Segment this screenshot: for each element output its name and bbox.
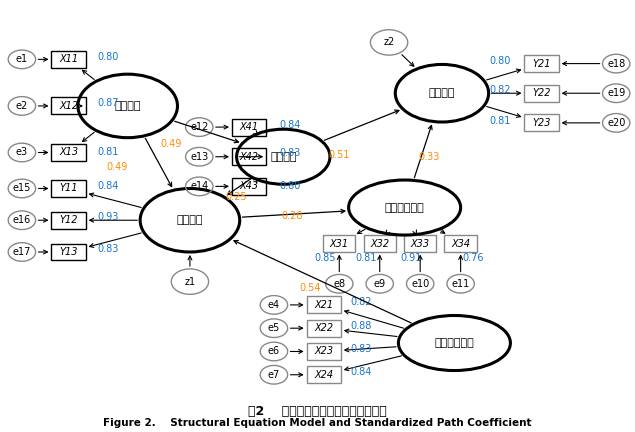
Bar: [444, 235, 477, 251]
Bar: [51, 180, 86, 197]
Bar: [364, 235, 396, 251]
Text: X24: X24: [314, 370, 333, 380]
Text: 主观行为规范: 主观行为规范: [434, 338, 474, 348]
Text: 0.85: 0.85: [315, 253, 337, 264]
Text: e5: e5: [268, 323, 280, 333]
Text: Y13: Y13: [59, 247, 78, 257]
Text: 0.25: 0.25: [226, 192, 248, 202]
Text: e7: e7: [268, 370, 280, 380]
Bar: [232, 178, 266, 195]
Text: 0.83: 0.83: [351, 344, 371, 354]
Text: e4: e4: [268, 300, 280, 310]
Bar: [307, 343, 341, 360]
Text: z2: z2: [384, 38, 395, 48]
Text: Y23: Y23: [532, 118, 551, 128]
Text: 0.76: 0.76: [462, 253, 484, 264]
Text: 0.83: 0.83: [279, 148, 301, 159]
Text: 0.93: 0.93: [97, 212, 119, 222]
Text: 0.82: 0.82: [351, 297, 372, 307]
Text: Y22: Y22: [532, 88, 551, 98]
Text: 情感体验: 情感体验: [270, 152, 297, 162]
Text: 0.91: 0.91: [400, 253, 422, 264]
Text: 0.49: 0.49: [107, 162, 128, 172]
Text: 0.54: 0.54: [299, 283, 321, 293]
Text: e18: e18: [607, 59, 625, 69]
Text: 0.28: 0.28: [282, 211, 304, 221]
Text: X34: X34: [451, 238, 470, 248]
Text: X21: X21: [314, 300, 333, 310]
Text: e13: e13: [190, 152, 208, 162]
Text: X33: X33: [411, 238, 430, 248]
Bar: [51, 212, 86, 229]
Text: Figure 2.    Structural Equation Model and Standardized Path Coefficient: Figure 2. Structural Equation Model and …: [104, 419, 531, 429]
Text: e11: e11: [451, 279, 470, 289]
Text: e9: e9: [373, 279, 386, 289]
Text: e12: e12: [190, 122, 208, 132]
Text: 0.80: 0.80: [97, 52, 119, 62]
Text: X42: X42: [239, 152, 258, 162]
Text: 0.87: 0.87: [97, 98, 119, 108]
Text: 0.84: 0.84: [279, 120, 301, 130]
Text: e14: e14: [190, 181, 208, 191]
Text: X32: X32: [370, 238, 389, 248]
Text: Y21: Y21: [532, 59, 551, 69]
Bar: [51, 51, 86, 68]
Text: 0.80: 0.80: [489, 56, 511, 66]
Text: e20: e20: [607, 118, 625, 128]
Text: 知觉行为控制: 知觉行为控制: [385, 203, 424, 213]
Text: 0.84: 0.84: [351, 367, 371, 377]
Text: e15: e15: [13, 184, 31, 194]
Bar: [323, 235, 356, 251]
Text: e19: e19: [607, 88, 625, 98]
Text: 0.84: 0.84: [97, 181, 119, 191]
Bar: [525, 85, 559, 102]
Bar: [232, 119, 266, 136]
Text: 0.83: 0.83: [97, 244, 119, 254]
Text: X41: X41: [239, 122, 258, 132]
Text: 0.49: 0.49: [161, 139, 182, 149]
Text: Y11: Y11: [59, 184, 78, 194]
Text: 0.81: 0.81: [489, 116, 511, 126]
Text: 参与行为: 参与行为: [429, 88, 455, 98]
Text: X11: X11: [59, 54, 78, 64]
Bar: [232, 148, 266, 165]
Text: 图2    结构方程模型及标准化路径系数: 图2 结构方程模型及标准化路径系数: [248, 405, 387, 418]
Text: X23: X23: [314, 346, 333, 356]
Text: 参与意向: 参与意向: [177, 215, 203, 225]
Text: X43: X43: [239, 181, 258, 191]
Text: e16: e16: [13, 215, 31, 225]
Text: z1: z1: [184, 276, 196, 286]
Bar: [307, 296, 341, 313]
Bar: [404, 235, 436, 251]
Text: 0.88: 0.88: [351, 321, 371, 330]
Text: e8: e8: [333, 279, 345, 289]
Text: e10: e10: [411, 279, 429, 289]
Text: e2: e2: [16, 101, 28, 111]
Text: e3: e3: [16, 147, 28, 158]
Bar: [307, 320, 341, 337]
Text: 0.33: 0.33: [419, 152, 440, 162]
Text: X22: X22: [314, 323, 333, 333]
Bar: [307, 366, 341, 383]
Text: Y12: Y12: [59, 215, 78, 225]
Bar: [51, 144, 86, 161]
Text: e6: e6: [268, 346, 280, 356]
Bar: [525, 55, 559, 72]
Bar: [525, 114, 559, 131]
Text: X13: X13: [59, 147, 78, 158]
Text: X31: X31: [330, 238, 349, 248]
Text: 0.51: 0.51: [328, 149, 350, 159]
Text: 0.81: 0.81: [97, 147, 119, 158]
Text: e17: e17: [13, 247, 31, 257]
Bar: [51, 98, 86, 114]
Text: 参与态度: 参与态度: [114, 101, 141, 111]
Bar: [51, 244, 86, 260]
Text: X12: X12: [59, 101, 78, 111]
Text: 0.82: 0.82: [489, 85, 511, 95]
Text: 0.80: 0.80: [279, 181, 301, 191]
Text: 0.81: 0.81: [356, 253, 377, 264]
Text: e1: e1: [16, 54, 28, 64]
